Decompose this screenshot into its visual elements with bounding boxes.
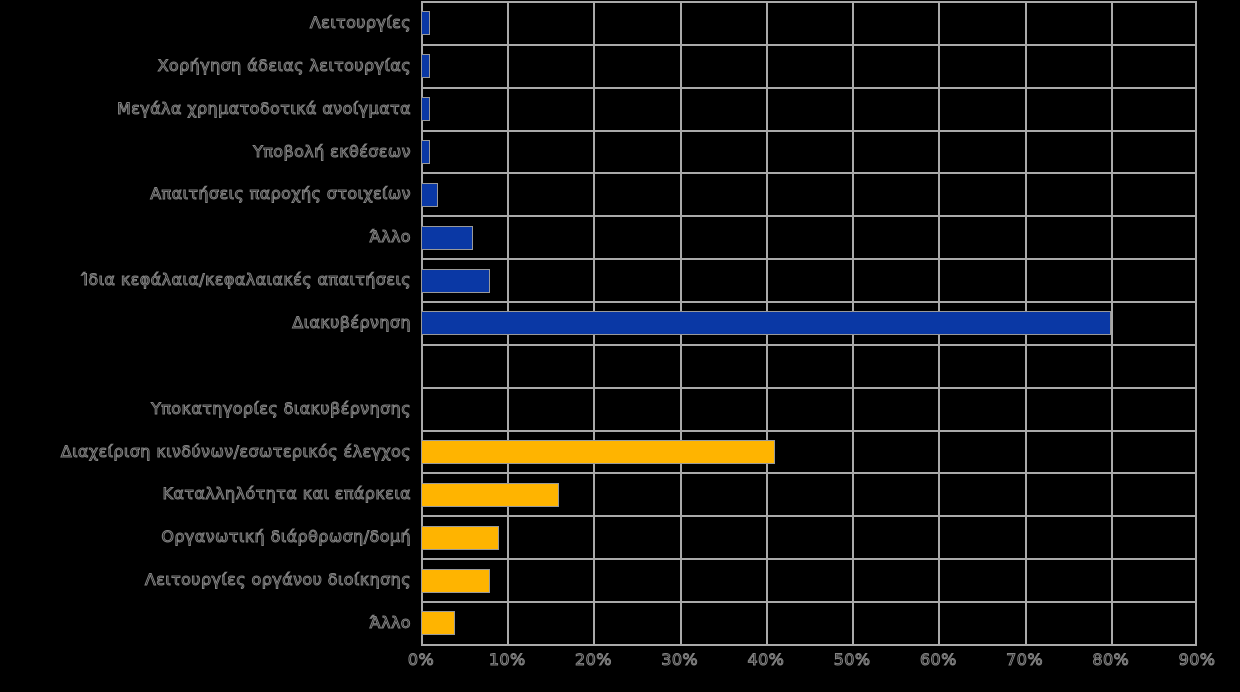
bar-rows-layer [421,3,1197,646]
category-label-text: Άλλο [369,227,411,247]
category-label-text: Χορήγηση άδειας λειτουργίας [157,55,411,75]
category-label: Άλλο [0,601,411,644]
bar-row [421,603,1197,646]
bar-row [421,474,1197,518]
category-label-text: Διαχείριση κινδύνων/εσωτερικός έλεγχος [60,441,411,461]
category-label-text: Άλλο [369,612,411,632]
category-axis: Λειτουργίες Χορήγηση άδειας λειτουργίας Με… [0,1,411,644]
x-axis-tick-label: 20% [575,650,612,670]
bar-row [421,217,1197,261]
category-label-text: Υποβολή εκθέσεων [253,141,412,161]
bar-row [421,560,1197,604]
bar [421,611,456,636]
x-axis-tick-label: 60% [919,650,957,670]
category-label: Ίδια κεφάλαια/κεφαλαιακές απαιτήσεις [0,258,411,301]
bar [421,11,430,36]
category-label: Υποβολή εκθέσεων [0,130,412,173]
category-label-text: Καταλληλότητα και επάρκεια [162,484,411,504]
bar [421,54,430,79]
bar [421,268,490,293]
bar-row [421,89,1197,132]
bar [421,182,439,207]
x-axis-tick-label: 10% [488,650,526,670]
bar-row [421,46,1197,89]
category-label: Απαιτήσεις παροχής στοιχείων [0,172,411,215]
bar-row [421,260,1197,304]
bar-row [421,303,1197,346]
x-axis: 0% 10% 20% 30% 40% 50% 60% 70% 80% 90% [407,650,1215,676]
group-spacer-row [421,346,1197,389]
x-axis-tick-label: 80% [1092,650,1130,670]
bar [421,568,490,593]
category-label-text: Διακυβέρνηση [292,312,411,332]
bar [421,140,430,164]
category-label-text: Απαιτήσεις παροχής στοιχείων [150,184,411,204]
bar-row [421,389,1197,432]
category-label: Καταλληλότητα και επάρκεια [0,472,411,515]
bar [421,525,499,550]
category-label-text: Ίδια κεφάλαια/κεφαλαιακές απαιτήσεις [81,270,411,290]
x-axis-tick-label: 30% [661,650,699,670]
x-axis-tick-label: 70% [1006,650,1043,670]
x-axis-tick-label: 40% [747,650,785,670]
category-label: Διακυβέρνηση [0,301,411,344]
category-label: Λειτουργίες [0,1,411,44]
category-label: Οργανωτική διάρθρωση/δομή [0,515,411,558]
bar [421,311,1111,336]
bar [421,225,473,250]
category-label: Μεγάλα χρηματοδοτικά ανοίγματα [0,87,411,130]
bar-row [421,3,1197,46]
category-label-text: Μεγάλα χρηματοδοτικά ανοίγματα [116,98,411,118]
bar [421,482,559,507]
x-axis-tick-label: 50% [833,650,871,670]
category-label: Διαχείριση κινδύνων/εσωτερικός έλεγχος [0,430,411,473]
gridline [1195,3,1197,646]
gridline [1110,3,1113,646]
category-label: Χορήγηση άδειας λειτουργίας [0,44,411,87]
plot-area [421,1,1197,646]
category-label: Λειτουργίες οργάνου διοίκησης [0,558,411,601]
category-label-text: Λειτουργίες [309,12,411,32]
bar [421,440,775,465]
x-axis-tick-label: 0% [407,650,435,670]
bar-row [421,432,1197,475]
category-label-text: Λειτουργίες οργάνου διοίκησης [144,570,411,590]
category-label-text: Οργανωτική διάρθρωση/δομή [161,527,411,547]
bar-row [421,174,1197,218]
bar-row [421,517,1197,561]
bar-row [421,132,1197,175]
category-label: Άλλο [0,215,411,258]
x-axis-tick-label: 90% [1178,650,1216,670]
group-spacer-label [0,344,411,387]
category-label: Υποκατηγορίες διακυβέρνησης [0,387,412,430]
bar [421,97,430,122]
category-label-text: Υποκατηγορίες διακυβέρνησης [151,398,412,418]
